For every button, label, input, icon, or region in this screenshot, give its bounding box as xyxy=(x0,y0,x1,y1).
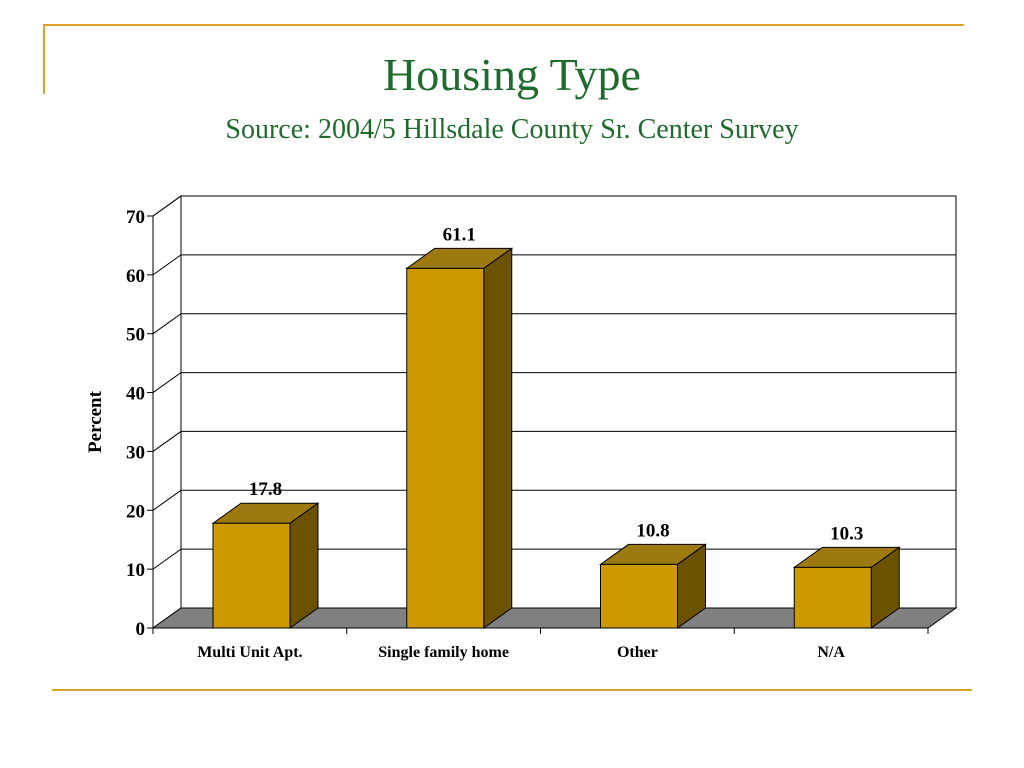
bar-side xyxy=(289,502,319,629)
bar xyxy=(600,563,678,629)
bar xyxy=(793,566,872,629)
gridline xyxy=(152,372,956,393)
y-axis-label: Percent xyxy=(85,390,106,453)
chart-side-wall xyxy=(152,195,182,629)
slide-title: Housing Type xyxy=(383,49,641,100)
y-tick-label: 60 xyxy=(126,266,145,287)
bar-value-label: 10.8 xyxy=(636,520,669,541)
bar xyxy=(406,267,485,629)
bar xyxy=(212,522,291,629)
x-tick-label: Single family home xyxy=(378,644,509,661)
slide-subtitle: Source: 2004/5 Hillsdale County Sr. Cent… xyxy=(225,114,799,145)
bottom-accent-rule xyxy=(52,689,972,691)
y-tick-label: 0 xyxy=(136,619,146,640)
gridline xyxy=(152,195,956,217)
bar-value-label: 61.1 xyxy=(443,224,476,245)
chart-labels: 0 10 20 30 40 50 60 70 Percent 17.8 Multi Unit Apt… xyxy=(85,207,863,661)
left-accent-rule xyxy=(43,24,45,94)
gridline xyxy=(152,313,956,335)
y-tick-label: 40 xyxy=(126,384,145,405)
chart-bars xyxy=(211,247,901,629)
gridline xyxy=(152,430,956,452)
y-tick-label: 70 xyxy=(126,207,145,228)
top-accent-rule xyxy=(43,24,964,26)
y-tick-label: 20 xyxy=(126,501,145,522)
x-tick-label: Other xyxy=(617,644,658,661)
y-tick-label: 30 xyxy=(126,442,145,463)
chart-walls xyxy=(152,195,957,629)
x-tick-label: N/A xyxy=(817,644,845,661)
y-tick-label: 50 xyxy=(126,325,145,346)
y-tick-label: 10 xyxy=(126,560,145,581)
gridline xyxy=(152,489,956,511)
gridline xyxy=(152,254,956,276)
bar-side xyxy=(483,247,513,629)
bar-value-label: 17.8 xyxy=(249,479,282,500)
x-tick-label: Multi Unit Apt. xyxy=(197,644,302,661)
bar-value-label: 10.3 xyxy=(830,523,863,544)
